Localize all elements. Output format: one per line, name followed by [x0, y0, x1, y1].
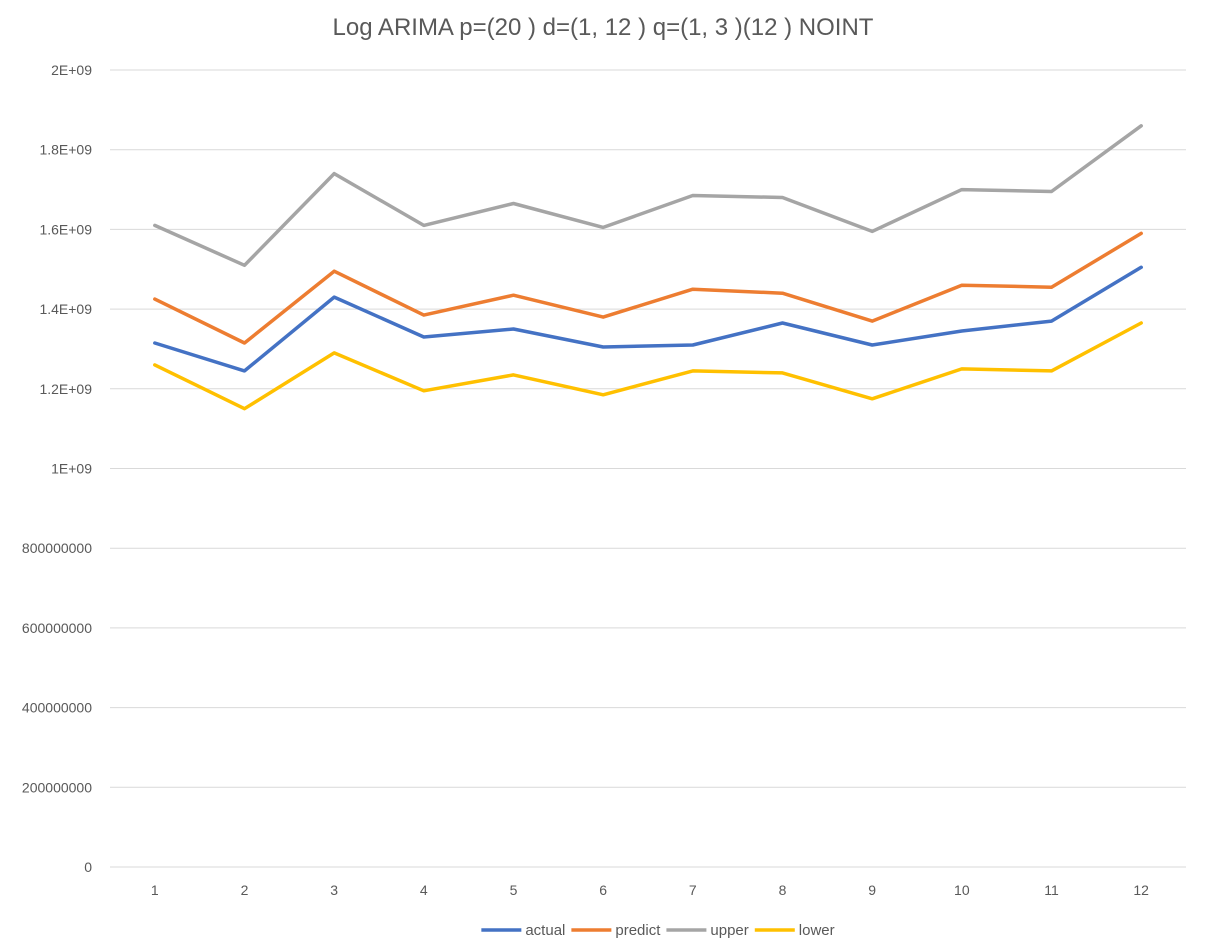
legend-item-upper: upper — [666, 922, 749, 939]
x-tick-label: 4 — [420, 882, 428, 898]
y-tick-label: 400000000 — [22, 700, 92, 716]
y-axis-tick-labels: 0 200000000 400000000 600000000 800000000 1E+… — [22, 62, 92, 875]
x-tick-label: 2 — [241, 882, 249, 898]
legend-label: actual — [525, 922, 565, 939]
x-tick-label: 12 — [1133, 882, 1149, 898]
series-line-lower — [153, 321, 1143, 411]
y-tick-label: 1.2E+09 — [39, 381, 92, 397]
x-tick-label: 5 — [510, 882, 518, 898]
x-tick-label: 11 — [1044, 882, 1059, 898]
x-tick-label: 8 — [779, 882, 787, 898]
x-tick-label: 10 — [954, 882, 970, 898]
y-tick-label: 1.6E+09 — [39, 221, 92, 237]
x-tick-label: 6 — [599, 882, 607, 898]
y-tick-label: 1.4E+09 — [39, 301, 92, 317]
x-tick-label: 9 — [868, 882, 876, 898]
legend-label: predict — [615, 922, 661, 939]
x-tick-label: 7 — [689, 882, 697, 898]
x-tick-label: 3 — [330, 882, 338, 898]
y-tick-label: 2E+09 — [51, 62, 92, 78]
x-tick-label: 1 — [151, 882, 159, 898]
y-tick-label: 200000000 — [22, 779, 92, 795]
legend-label: lower — [799, 922, 835, 939]
y-tick-label: 0 — [84, 859, 92, 875]
series-line-upper — [153, 124, 1143, 268]
series-line-actual — [153, 265, 1143, 373]
legend-item-predict: predict — [571, 922, 661, 939]
chart-title: Log ARIMA p=(20 ) d=(1, 12 ) q=(1, 3 )(1… — [332, 14, 874, 41]
y-tick-label: 800000000 — [22, 540, 92, 556]
y-tick-label: 600000000 — [22, 620, 92, 636]
series-line-predict — [153, 231, 1143, 345]
series-lines — [153, 124, 1143, 411]
y-tick-label: 1E+09 — [51, 461, 92, 477]
legend: actual predict upper lower — [481, 922, 835, 939]
x-axis-tick-labels: 1 2 3 4 5 6 7 8 9 10 11 12 — [151, 882, 1149, 898]
legend-item-actual: actual — [481, 922, 565, 939]
y-tick-label: 1.8E+09 — [39, 142, 92, 158]
legend-item-lower: lower — [754, 922, 835, 939]
legend-label: upper — [710, 922, 748, 939]
